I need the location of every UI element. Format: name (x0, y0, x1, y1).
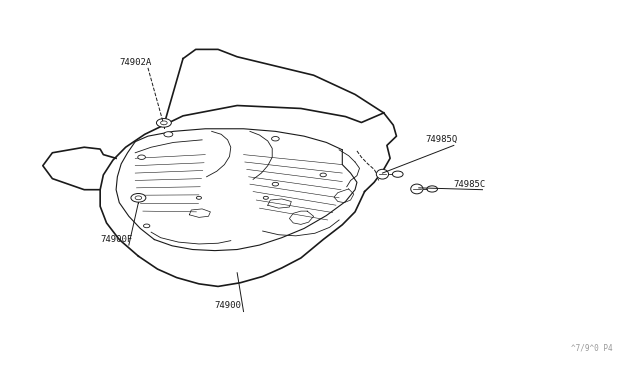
Circle shape (131, 193, 146, 202)
Circle shape (263, 196, 268, 199)
Text: 74985C: 74985C (454, 180, 486, 189)
Circle shape (320, 173, 326, 177)
Circle shape (196, 196, 202, 199)
Text: 74900: 74900 (215, 301, 242, 311)
Circle shape (164, 132, 173, 137)
Circle shape (427, 186, 438, 192)
Circle shape (392, 171, 403, 177)
Text: 74985Q: 74985Q (425, 135, 458, 144)
Ellipse shape (376, 169, 388, 179)
Circle shape (271, 137, 279, 141)
Circle shape (143, 224, 150, 228)
Ellipse shape (411, 184, 423, 194)
Circle shape (135, 196, 141, 200)
Text: 74900F: 74900F (100, 235, 132, 244)
Circle shape (156, 119, 172, 127)
Circle shape (272, 182, 278, 186)
Text: ^7/9^0 P4: ^7/9^0 P4 (572, 343, 613, 352)
Circle shape (161, 121, 167, 125)
Text: 74902A: 74902A (119, 58, 152, 67)
Circle shape (138, 155, 145, 160)
